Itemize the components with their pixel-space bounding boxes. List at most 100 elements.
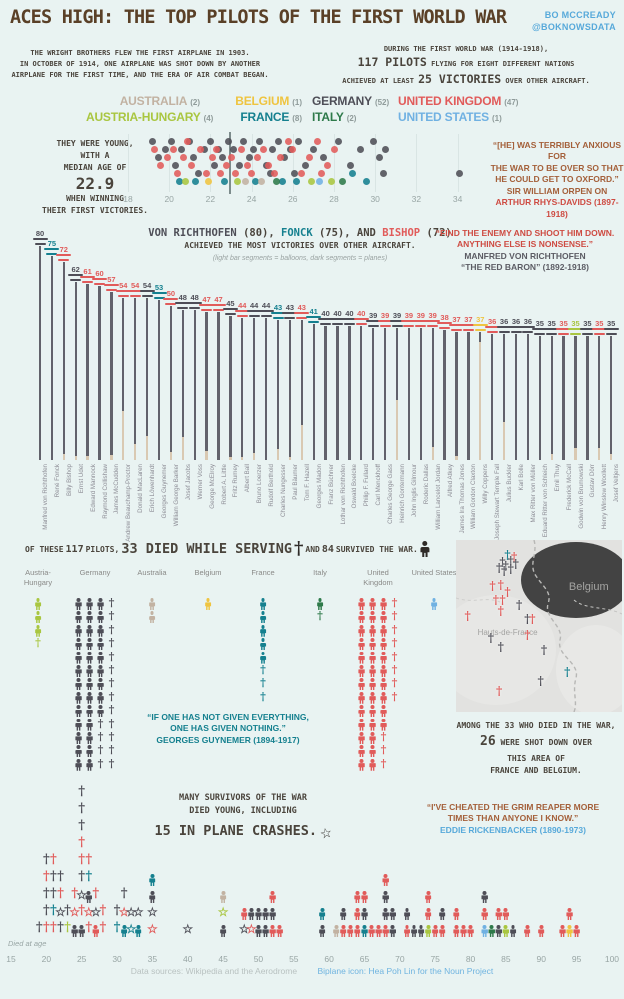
balloon-segment bbox=[502, 422, 506, 460]
footer-credits: Data sources: Wikipedia and the Aerodrom… bbox=[0, 966, 624, 976]
victory-bar-stem bbox=[395, 327, 399, 460]
died-cross-icon: † bbox=[108, 756, 115, 770]
pilot-name-label: Godwin von Brumowski bbox=[577, 464, 585, 529]
quote-line: MANFRED VON RICHTHOFEN bbox=[464, 250, 586, 261]
victory-bar-stem bbox=[288, 319, 292, 460]
callout-line: THEIR FIRST VICTORIES. bbox=[42, 206, 148, 216]
quote-line: “[HE] WAS TERRIBLY ANXIOUS FOR bbox=[492, 140, 622, 162]
victory-bar-stem bbox=[407, 327, 411, 460]
survivor-person-icon bbox=[97, 650, 104, 664]
legend-row: AUSTRIA-HUNGARY (4) FRANCE (8) ITALY (2) UNITE… bbox=[86, 109, 586, 125]
balloon-segment bbox=[598, 447, 601, 460]
pilot-name-label: Max Ritter von Müller bbox=[529, 464, 537, 523]
person-glyph bbox=[369, 692, 376, 704]
person-glyph bbox=[358, 611, 365, 623]
first-victory-dot bbox=[270, 170, 278, 177]
dotplot-axis-tick: 24 bbox=[246, 194, 257, 204]
page-title: ACES HIGH: THE TOP PILOTS OF THE FIRST W… bbox=[10, 7, 507, 28]
person-glyph bbox=[204, 598, 211, 610]
victory-bar-stem bbox=[193, 309, 196, 460]
death-age-axis-tick: 15 bbox=[6, 954, 16, 964]
balloon-segment bbox=[253, 452, 256, 460]
legend-item-austria-hungary: AUSTRIA-HUNGARY (4) bbox=[86, 108, 213, 126]
victories-chart-title: VON RICHTHOFEN (80), FONCK (75), AND BIS… bbox=[118, 227, 482, 262]
text-segment: SURVIVED THE WAR. bbox=[335, 544, 418, 554]
victory-bar-stem bbox=[455, 331, 458, 460]
map-region-label: Belgium bbox=[568, 581, 609, 594]
pilot-name-label: Donald MacLaren bbox=[137, 464, 145, 513]
survivor-person-icon bbox=[369, 690, 376, 704]
first-victory-dot bbox=[295, 138, 303, 145]
first-victory-dot bbox=[314, 138, 322, 145]
country-column-label: United States bbox=[398, 568, 470, 578]
victory-bar-stem bbox=[276, 319, 280, 460]
first-victory-dot bbox=[173, 170, 181, 177]
shot-down-cross-icon: † bbox=[496, 684, 503, 699]
first-victory-dot bbox=[243, 162, 251, 169]
victory-count-label: 37 bbox=[452, 315, 461, 324]
icon-credit-link[interactable]: Biplane icon: Hea Poh Lin for the Noun P… bbox=[317, 966, 494, 976]
quote-line: ARTHUR RHYS-DAVIDS (1897-1918) bbox=[495, 197, 619, 219]
survivor-person-icon bbox=[369, 623, 376, 637]
died-cross-icon: † bbox=[108, 636, 115, 650]
dotplot-axis-tick: 20 bbox=[164, 194, 174, 204]
shot-down-cross-icon: † bbox=[497, 577, 504, 592]
legend-nation-count: (4) bbox=[203, 114, 214, 123]
callout-line: WITH A bbox=[80, 151, 110, 160]
balloon-segment bbox=[610, 453, 613, 460]
death-age-axis-tick: 95 bbox=[571, 954, 582, 964]
survivor-person-icon bbox=[358, 757, 365, 771]
person-glyph bbox=[75, 719, 82, 731]
victory-count-label: 43 bbox=[297, 303, 306, 312]
survivor-person-icon bbox=[86, 636, 93, 650]
first-victory-dot bbox=[235, 162, 243, 169]
victory-count-label: 43 bbox=[273, 303, 283, 312]
dotplot-axis-tick: 34 bbox=[452, 194, 463, 204]
survivor-person-icon bbox=[318, 906, 325, 920]
person-glyph bbox=[358, 732, 365, 744]
balloon-segment bbox=[181, 437, 184, 460]
person-glyph bbox=[75, 732, 82, 744]
person-glyph bbox=[259, 625, 266, 637]
died-serving-cross-icon: † bbox=[64, 903, 71, 918]
person-glyph bbox=[34, 611, 41, 623]
first-victory-dot bbox=[163, 154, 171, 161]
pilot-name-label: Josef Jacobs bbox=[184, 464, 192, 501]
survivor-person-icon bbox=[380, 636, 387, 650]
first-victory-dot bbox=[316, 178, 324, 185]
dotplot-axis-tick: 22 bbox=[205, 194, 216, 204]
person-glyph bbox=[453, 908, 460, 920]
balloon-segment bbox=[550, 453, 553, 460]
star-icon: ☆ bbox=[317, 819, 334, 844]
death-age-axis-tick: 25 bbox=[76, 954, 87, 964]
first-victory-dot bbox=[157, 162, 165, 169]
shot-down-cross-icon: † bbox=[507, 553, 514, 568]
text-segment: FRANCE AND BELGIUM. bbox=[490, 765, 582, 775]
biplane-icon bbox=[472, 324, 488, 331]
died-cross-icon: † bbox=[391, 596, 398, 609]
country-column-label: Germany bbox=[59, 568, 131, 578]
survivor-person-icon bbox=[380, 596, 387, 610]
first-victory-dot bbox=[194, 170, 202, 177]
victory-bar-stem bbox=[122, 297, 125, 460]
first-victory-dot bbox=[206, 138, 214, 145]
text-segment: VON RICHTHOFEN bbox=[148, 227, 237, 239]
shot-down-cross-icon: † bbox=[515, 598, 523, 613]
callout-line: MANY SURVIVORS OF THE WAR bbox=[179, 793, 307, 803]
person-glyph bbox=[86, 678, 93, 690]
person-glyph bbox=[97, 705, 104, 717]
survivor-person-icon bbox=[97, 690, 104, 704]
person-glyph bbox=[86, 665, 93, 677]
first-victory-dot bbox=[204, 178, 212, 185]
survivor-person-icon bbox=[75, 730, 82, 744]
victory-count-label: 35 bbox=[595, 319, 604, 328]
first-victory-dot bbox=[328, 178, 336, 185]
text-segment: (72) bbox=[420, 227, 452, 239]
death-age-axis-tick: 100 bbox=[604, 954, 620, 964]
first-victory-dot bbox=[182, 178, 190, 185]
quote-line: HE COULD GET TO OXFORD.” bbox=[495, 174, 619, 185]
first-victory-dot bbox=[227, 154, 235, 161]
survivor-person-icon bbox=[358, 717, 365, 731]
survivor-person-icon bbox=[509, 923, 516, 937]
legend-nation-count: (1) bbox=[491, 114, 502, 123]
